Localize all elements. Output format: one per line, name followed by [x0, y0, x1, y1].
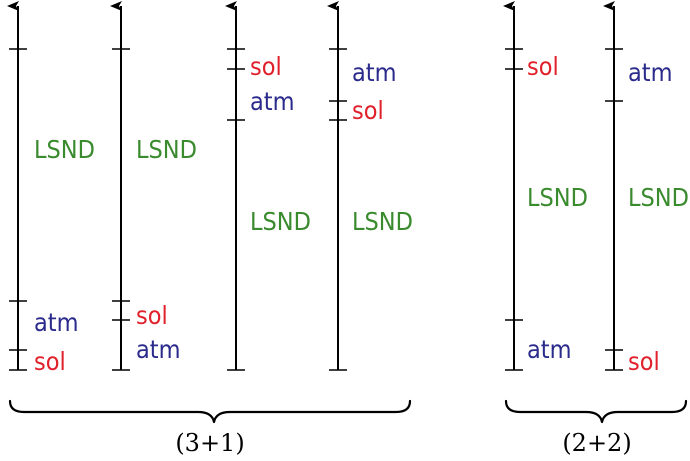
atm-label: atm	[352, 58, 397, 87]
group-label-2plus2: (2+2)	[562, 429, 631, 457]
lsnd-label: LSND	[250, 207, 311, 236]
lsnd-label: LSND	[136, 135, 197, 164]
lsnd-label: LSND	[352, 207, 413, 236]
lsnd-label: LSND	[527, 183, 588, 212]
spectrum-column-2: LSND sol atm	[110, 1, 197, 371]
atm-label: atm	[34, 308, 79, 337]
lsnd-label: LSND	[628, 183, 689, 212]
spectrum-column-4: atm sol LSND	[327, 1, 413, 371]
sol-label: sol	[34, 347, 66, 376]
brace-2plus2	[504, 399, 688, 424]
atm-label: atm	[250, 87, 295, 116]
spectrum-column-5: sol LSND atm	[503, 1, 588, 371]
sol-label: sol	[352, 96, 384, 125]
atm-label: atm	[136, 335, 181, 364]
lsnd-label: LSND	[34, 135, 95, 164]
spectrum-column-6: atm LSND sol	[603, 1, 689, 376]
group-label-3plus1: (3+1)	[175, 429, 244, 457]
spectrum-column-3: sol atm LSND	[225, 1, 311, 371]
sol-label: sol	[527, 52, 559, 81]
sol-label: sol	[136, 301, 168, 330]
atm-label: atm	[628, 58, 673, 87]
sol-label: sol	[250, 52, 282, 81]
sol-label: sol	[628, 347, 660, 376]
atm-label: atm	[527, 335, 572, 364]
brace-3plus1	[8, 399, 412, 424]
spectrum-column-1: LSND atm sol	[7, 1, 95, 376]
